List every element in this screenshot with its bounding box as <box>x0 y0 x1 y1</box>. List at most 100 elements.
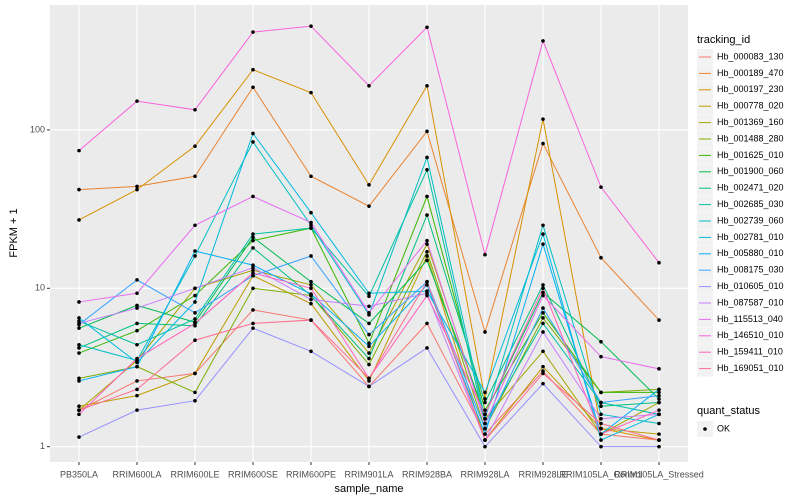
data-point <box>135 364 139 369</box>
data-point <box>135 379 139 383</box>
data-point <box>657 432 661 436</box>
data-point <box>483 400 487 405</box>
legend-label: Hb_002471_020 <box>717 183 784 193</box>
data-point <box>367 362 371 367</box>
data-point <box>541 242 545 246</box>
data-point <box>193 390 197 395</box>
legend-label: Hb_002685_030 <box>717 199 784 209</box>
data-point <box>77 412 81 417</box>
data-point <box>657 412 661 417</box>
y-tick-label: 1 <box>40 441 45 451</box>
data-point <box>193 371 197 376</box>
data-point <box>309 286 313 291</box>
data-point <box>193 321 197 326</box>
data-point <box>77 326 81 330</box>
data-point <box>367 204 371 208</box>
data-point <box>425 25 429 30</box>
data-point <box>483 444 487 449</box>
data-point <box>541 286 545 291</box>
data-point <box>483 438 487 442</box>
data-point <box>135 360 139 365</box>
data-point <box>251 232 255 236</box>
data-point <box>541 117 545 121</box>
data-point <box>599 416 603 421</box>
data-point <box>599 354 603 359</box>
data-point <box>193 144 197 148</box>
data-point <box>483 408 487 412</box>
data-point <box>599 339 603 344</box>
data-point <box>135 342 139 347</box>
data-point <box>657 397 661 401</box>
data-point <box>425 238 429 243</box>
data-point <box>541 141 545 146</box>
data-point <box>193 293 197 298</box>
data-point <box>251 308 255 312</box>
data-point <box>193 249 197 253</box>
data-point <box>309 297 313 302</box>
shape-legend-title: quant_status <box>697 405 760 417</box>
data-point <box>309 210 313 215</box>
data-point <box>135 387 139 392</box>
data-point <box>135 99 139 103</box>
data-point <box>541 349 545 354</box>
data-point <box>425 321 429 326</box>
data-point <box>77 187 81 192</box>
data-point <box>251 286 255 291</box>
data-point <box>425 258 429 263</box>
x-tick-label: RRIM928BA <box>402 469 452 479</box>
legend-label: Hb_002739_060 <box>717 215 784 225</box>
data-point <box>367 351 371 355</box>
data-point <box>77 376 81 381</box>
data-point <box>367 344 371 349</box>
data-point <box>251 265 255 270</box>
data-point <box>77 316 81 320</box>
data-point <box>483 397 487 401</box>
data-point <box>309 220 313 225</box>
data-point <box>251 67 255 72</box>
x-tick-label: RRIM105LA_Control <box>559 469 642 479</box>
legend-label: Hb_087587_010 <box>717 297 784 307</box>
data-point <box>657 408 661 412</box>
data-point <box>657 393 661 398</box>
data-point <box>77 321 81 326</box>
legend-label: Hb_169051_010 <box>717 363 784 373</box>
data-point <box>193 223 197 228</box>
data-point <box>541 306 545 310</box>
data-point <box>367 321 371 326</box>
data-point <box>483 421 487 426</box>
data-point <box>251 140 255 144</box>
data-point <box>135 328 139 333</box>
data-point <box>77 148 81 153</box>
data-point <box>541 223 545 228</box>
legend-title: tracking_id <box>697 34 750 46</box>
y-tick-label: 100 <box>30 124 45 134</box>
data-point <box>541 371 545 376</box>
data-point <box>309 318 313 322</box>
legend-label: Hb_000083_130 <box>717 51 784 61</box>
x-tick-label: RRIM600LE <box>170 469 219 479</box>
data-point <box>483 416 487 421</box>
data-point <box>599 390 603 395</box>
data-point <box>193 300 197 304</box>
data-point <box>251 194 255 199</box>
legend-label: Hb_001369_160 <box>717 117 784 127</box>
data-point <box>77 346 81 350</box>
data-point <box>193 254 197 258</box>
data-point <box>367 291 371 296</box>
data-point <box>425 293 429 298</box>
data-point <box>657 400 661 405</box>
data-point <box>541 321 545 326</box>
data-point <box>135 184 139 189</box>
data-point <box>367 311 371 315</box>
data-point <box>77 300 81 304</box>
data-point <box>541 283 545 287</box>
data-point <box>251 235 255 240</box>
data-point <box>425 254 429 258</box>
data-point <box>657 318 661 322</box>
legend-label: Hb_002781_010 <box>717 232 784 242</box>
legend-label: Hb_159411_010 <box>717 347 783 357</box>
data-point <box>309 174 313 179</box>
x-tick-label: RRIM600SE <box>228 469 278 479</box>
data-point <box>599 432 603 436</box>
data-point <box>599 412 603 417</box>
